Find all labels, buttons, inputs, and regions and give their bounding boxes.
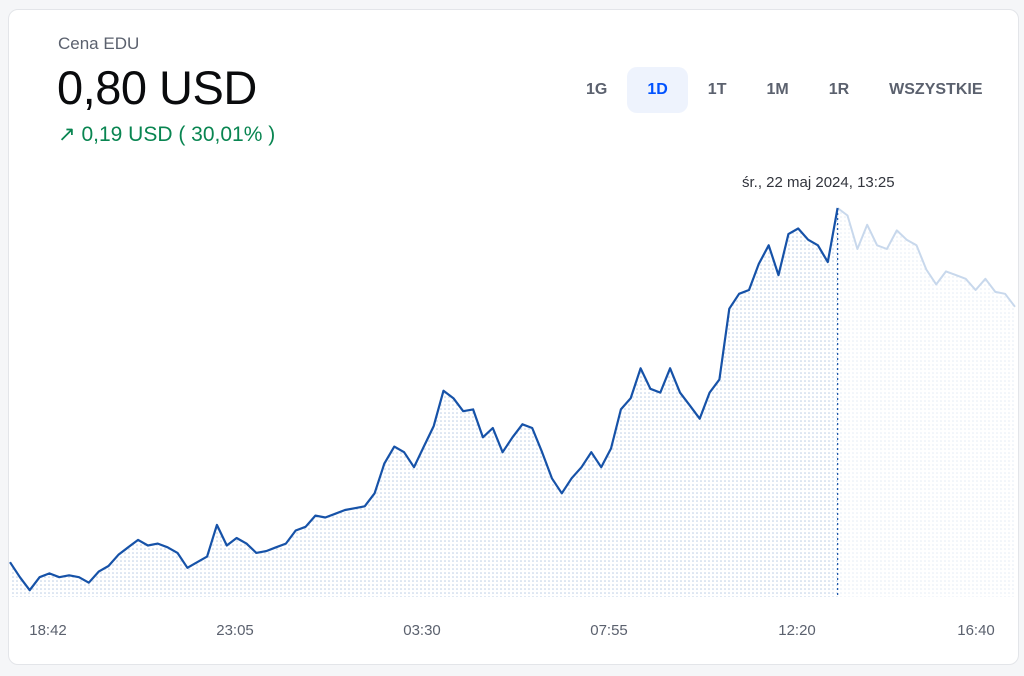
tab-1m[interactable]: 1M bbox=[766, 81, 789, 98]
tab-1g[interactable]: 1G bbox=[586, 81, 608, 98]
asset-price-label: Cena EDU bbox=[58, 34, 140, 53]
tab-1r[interactable]: 1R bbox=[828, 81, 850, 98]
current-price: 0,80 USD bbox=[57, 61, 257, 114]
x-tick-label: 12:20 bbox=[778, 622, 816, 639]
x-tick-label: 16:40 bbox=[957, 622, 995, 639]
tab-all[interactable]: WSZYSTKIE bbox=[889, 81, 983, 98]
x-tick-label: 07:55 bbox=[590, 622, 628, 639]
tab-1d[interactable]: 1D bbox=[627, 67, 688, 113]
timeframe-tabs: 1G 1D 1T 1M 1R WSZYSTKIE bbox=[566, 67, 1003, 113]
price-change-value: 0,19 USD ( 30,01% ) bbox=[81, 123, 276, 146]
hover-timestamp: śr., 22 maj 2024, 13:25 bbox=[742, 174, 895, 191]
price-line bbox=[9, 207, 839, 592]
price-line-faded bbox=[836, 207, 1016, 308]
x-tick-label: 18:42 bbox=[29, 622, 67, 639]
x-tick-label: 03:30 bbox=[403, 622, 441, 639]
x-tick-label: 23:05 bbox=[216, 622, 254, 639]
price-change: ↗ 0,19 USD ( 30,01% ) bbox=[58, 122, 275, 147]
area-fill-active bbox=[10, 208, 838, 597]
arrow-up-right-icon: ↗ bbox=[58, 123, 76, 146]
area-fill-future bbox=[837, 208, 1015, 597]
tab-1t[interactable]: 1T bbox=[707, 81, 727, 98]
